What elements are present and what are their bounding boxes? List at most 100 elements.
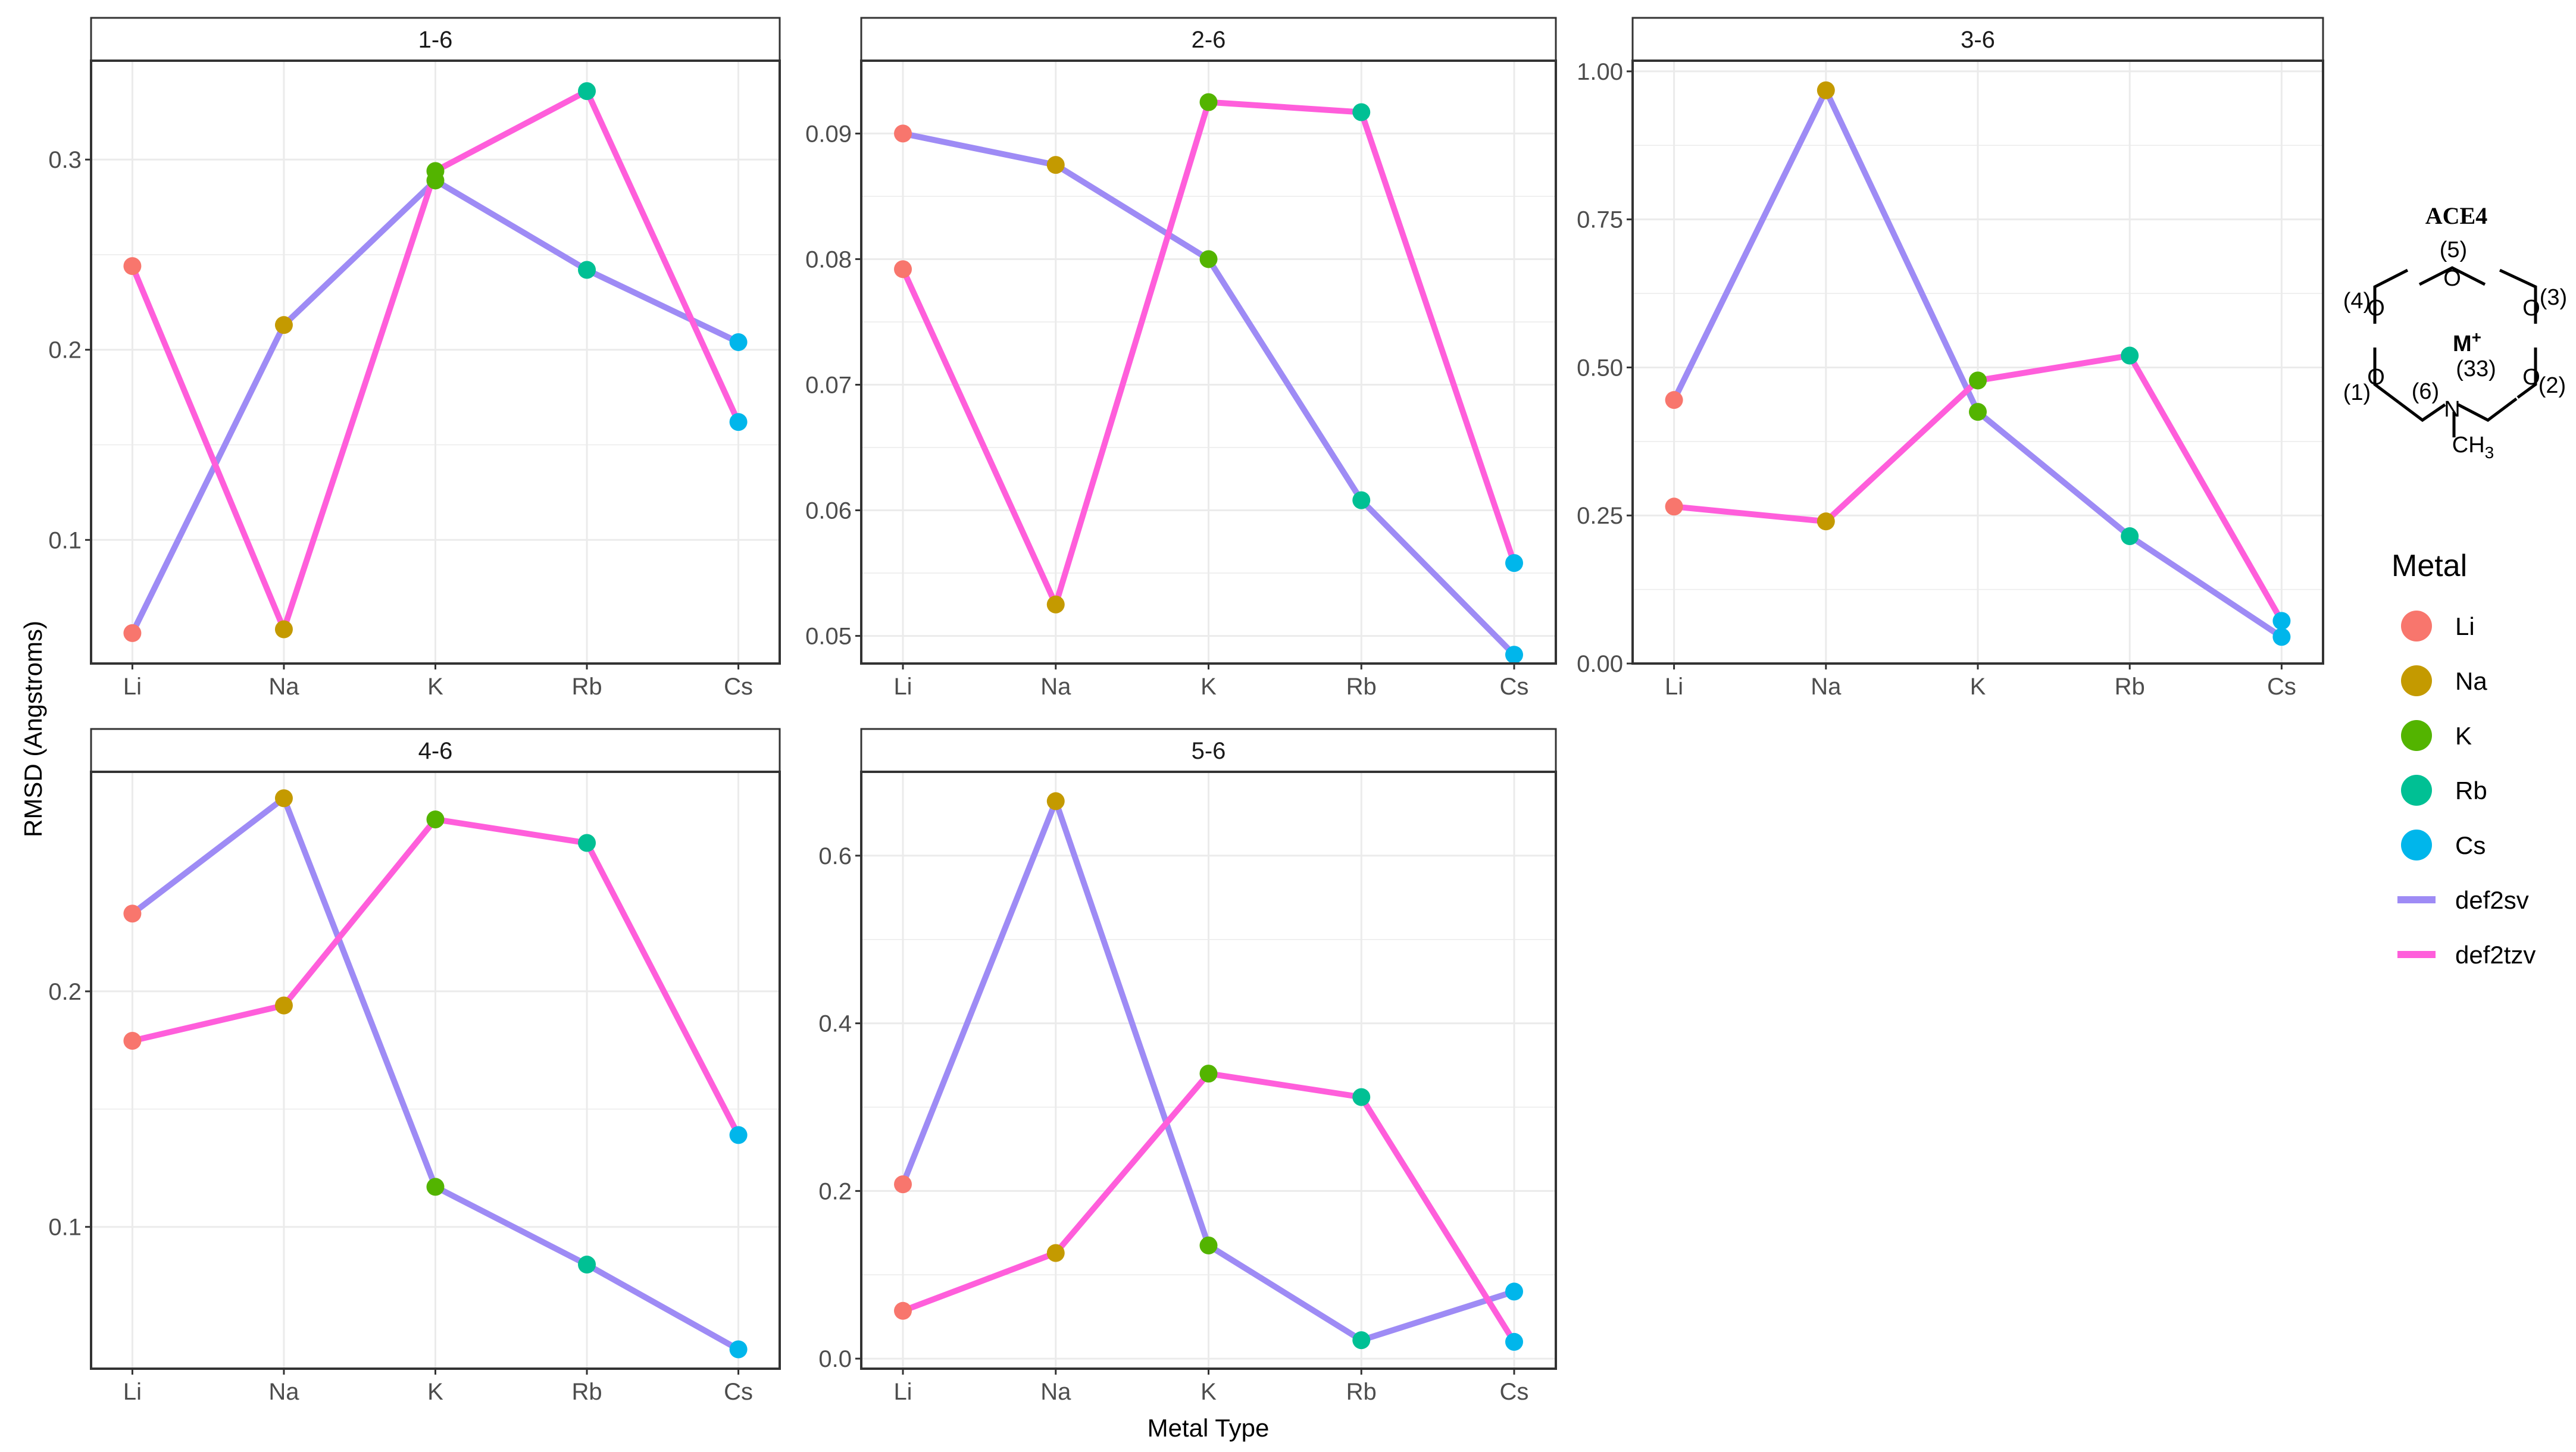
data-point-def2sv-Li — [894, 124, 912, 143]
data-point-def2tzv-Rb — [578, 82, 596, 101]
data-point-def2tzv-Rb — [1352, 1088, 1371, 1106]
facet-strip-label: 3-6 — [1961, 27, 1995, 53]
data-point-def2tzv-Cs — [1505, 1332, 1523, 1351]
methyl-text: CH — [2452, 433, 2485, 458]
panel-2-6: 2-6 0.05 0.06 0.07 0.08 0.09 Li Na K Rb Cs — [805, 17, 1557, 700]
legend-key-Cs — [2401, 830, 2432, 860]
data-point-def2sv-Na — [1046, 792, 1065, 811]
data-point-def2tzv-Li — [1665, 497, 1683, 516]
y-tick-label: 0.08 — [805, 246, 852, 273]
position-5-label: (5) — [2440, 237, 2467, 262]
x-tick-label: Rb — [571, 674, 602, 700]
panel-border — [90, 60, 781, 665]
position-1-label: (1) — [2343, 380, 2371, 405]
data-point-def2sv-Rb — [2121, 527, 2139, 546]
x-tick-label: Rb — [1346, 674, 1377, 700]
y-tick-label: 0.2 — [48, 979, 82, 1005]
data-point-def2sv-K — [1199, 250, 1218, 268]
position-4-label: (4) — [2343, 289, 2371, 314]
panel-border — [1631, 60, 2324, 665]
data-point-def2sv-K — [1969, 403, 1987, 421]
legend-title: Metal — [2391, 549, 2467, 583]
data-point-def2tzv-Li — [123, 257, 142, 276]
metal-charge: + — [2472, 328, 2481, 346]
x-tick-label: Rb — [2115, 674, 2145, 700]
x-tick-label: Na — [268, 674, 299, 700]
legend-key-K — [2401, 720, 2432, 751]
data-point-def2tzv-Na — [274, 620, 293, 639]
metal-symbol: M — [2453, 331, 2472, 356]
legend-label-def2sv: def2sv — [2455, 886, 2529, 914]
x-tick-label: Na — [1040, 674, 1071, 700]
panel-1-6: 1-6 0.1 0.2 0.3 Li Na K Rb Cs — [48, 17, 781, 700]
y-tick-label: 0.6 — [818, 843, 852, 869]
data-point-def2tzv-K — [426, 162, 445, 180]
y-tick-label: 0.00 — [1577, 651, 1623, 677]
x-axis-title: Metal Type — [1148, 1414, 1270, 1442]
x-tick-label: Li — [893, 1379, 912, 1405]
ace4-structure-diagram: ACE4 O O O O O N (5) (4) (3) (2) (1) (6)… — [2343, 202, 2567, 462]
chart-panels: 1-6 0.1 0.2 0.3 Li Na K Rb Cs 2-6 0.05 0.06 0.07 0.08… — [48, 17, 2324, 1405]
x-tick-label: Na — [1811, 674, 1842, 700]
x-tick-label: Rb — [571, 1379, 602, 1405]
x-tick-label: Cs — [1500, 1379, 1529, 1405]
facet-strip — [90, 728, 781, 773]
data-point-def2tzv-Li — [894, 260, 912, 278]
legend-label-Cs: Cs — [2455, 831, 2486, 859]
x-tick-label: Li — [123, 1379, 142, 1405]
data-point-def2tzv-Li — [123, 1032, 142, 1050]
x-tick-label: Li — [893, 674, 912, 700]
data-point-def2tzv-K — [1969, 371, 1987, 390]
oxygen-label-5: O — [2443, 266, 2461, 291]
methyl-subscript: 3 — [2485, 443, 2494, 462]
data-point-def2sv-Li — [123, 624, 142, 642]
data-point-def2sv-K — [426, 1178, 445, 1196]
y-tick-label: 0.07 — [805, 372, 852, 398]
y-tick-label: 0.09 — [805, 121, 852, 147]
x-tick-label: K — [1970, 674, 1986, 700]
data-point-def2tzv-K — [1199, 1065, 1218, 1083]
y-tick-label: 0.2 — [48, 337, 82, 364]
legend-label-Rb: Rb — [2455, 777, 2487, 805]
x-tick-label: Li — [123, 674, 142, 700]
data-point-def2tzv-Rb — [2121, 346, 2139, 365]
data-point-def2sv-Cs — [729, 1340, 748, 1359]
oxygen-label-2: O — [2522, 365, 2540, 390]
data-point-def2tzv-Cs — [729, 413, 748, 431]
data-point-def2tzv-Rb — [1352, 103, 1371, 121]
position-6-label: (6) — [2412, 379, 2439, 404]
legend-label-K: K — [2455, 722, 2472, 750]
data-point-def2sv-Li — [1665, 391, 1683, 409]
position-3-label: (3) — [2540, 285, 2567, 310]
data-point-def2tzv-Na — [274, 996, 293, 1015]
crown-ether-ring — [2373, 266, 2537, 437]
data-point-def2tzv-Na — [1046, 1244, 1065, 1262]
legend-label-Na: Na — [2455, 667, 2487, 695]
x-tick-label: K — [1201, 674, 1217, 700]
data-point-def2sv-Cs — [729, 333, 748, 351]
data-point-def2sv-Rb — [1352, 1331, 1371, 1350]
x-tick-label: Cs — [724, 1379, 753, 1405]
x-tick-label: Na — [1040, 1379, 1071, 1405]
y-tick-label: 0.2 — [818, 1178, 852, 1204]
data-point-def2sv-Cs — [2272, 628, 2291, 646]
data-point-def2tzv-Cs — [729, 1126, 748, 1144]
data-point-def2sv-Na — [1817, 81, 1835, 99]
data-point-def2tzv-Na — [1817, 512, 1835, 531]
facet-strip — [860, 17, 1557, 62]
data-point-def2tzv-Rb — [578, 834, 596, 852]
y-tick-label: 0.50 — [1577, 355, 1623, 381]
data-point-def2sv-Na — [274, 316, 293, 334]
methyl-group-label: CH3 — [2452, 433, 2494, 462]
data-point-def2tzv-K — [1199, 93, 1218, 111]
x-tick-label: K — [427, 674, 443, 700]
oxygen-label-4: O — [2367, 296, 2385, 321]
legend-key-Rb — [2401, 775, 2432, 806]
data-point-def2sv-Li — [123, 905, 142, 923]
y-tick-label: 0.0 — [818, 1346, 852, 1372]
y-tick-label: 0.3 — [48, 147, 82, 173]
x-tick-label: Cs — [1500, 674, 1529, 700]
data-point-def2tzv-Li — [894, 1301, 912, 1320]
data-point-def2sv-Li — [894, 1175, 912, 1194]
